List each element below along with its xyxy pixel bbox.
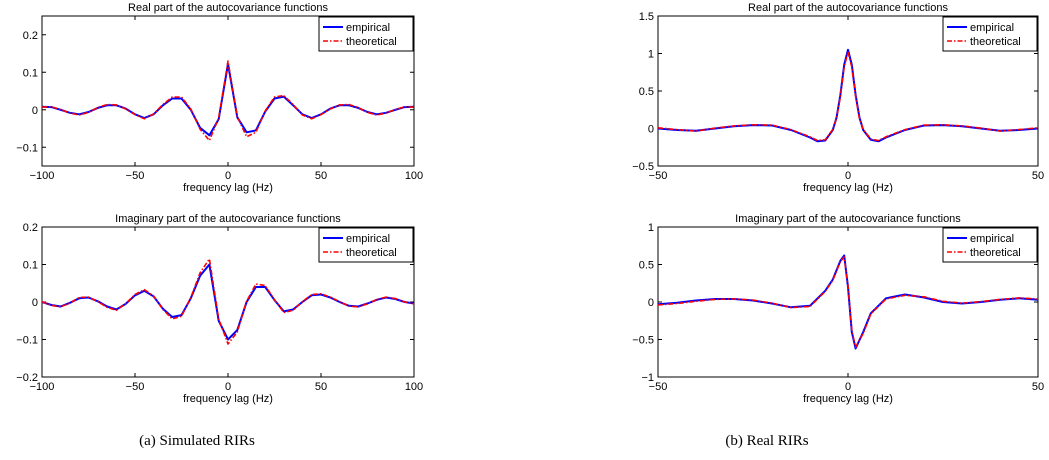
chart4-xlabel: frequency lag (Hz) xyxy=(803,393,893,405)
chart1-ytick-label: 0 xyxy=(32,105,38,117)
chart1-title: Real part of the autocovariance function… xyxy=(128,2,328,14)
chart1-panel: Real part of the autocovariance function… xyxy=(16,2,423,194)
chart3-ytick-label: 0 xyxy=(648,124,654,136)
chart1-xlabel: frequency lag (Hz) xyxy=(183,182,273,194)
chart2-series-theoretical xyxy=(42,258,414,345)
chart3-ytick-label: 1.5 xyxy=(639,11,654,23)
chart4-xtick-label: 50 xyxy=(1032,381,1044,393)
caption-simulated-rirs: (a) Simulated RIRs xyxy=(139,433,255,449)
chart4-ytick-label: 1 xyxy=(648,222,654,234)
chart4-panel: Imaginary part of the autocovariance fun… xyxy=(632,213,1044,405)
chart4-legend-box xyxy=(942,227,1038,263)
chart1-series-theoretical xyxy=(42,60,414,142)
chart2-ytick-label: 0.1 xyxy=(23,260,38,272)
chart1-ytick-label: −0.1 xyxy=(16,142,38,154)
chart3-ytick-label: −0.5 xyxy=(632,161,654,173)
chart3-xtick-label: −50 xyxy=(649,170,668,182)
chart2-ytick-label: −0.1 xyxy=(16,335,38,347)
chart2-xtick-label: −100 xyxy=(30,381,55,393)
chart2-legend-label-empirical: empirical xyxy=(346,233,390,245)
chart1-ytick-label: 0.1 xyxy=(23,67,38,79)
chart2-xlabel: frequency lag (Hz) xyxy=(183,393,273,405)
chart3-ytick-label: 1 xyxy=(648,49,654,61)
chart2-xtick-label: 100 xyxy=(405,381,423,393)
chart2-xtick-label: 50 xyxy=(315,381,327,393)
chart4-title: Imaginary part of the autocovariance fun… xyxy=(735,213,961,225)
chart3-xtick-label: 50 xyxy=(1032,170,1044,182)
chart3-panel: Real part of the autocovariance function… xyxy=(632,2,1044,194)
chart4-ytick-label: −1 xyxy=(641,372,654,384)
chart4-series-theoretical xyxy=(658,256,1038,348)
chart4-xtick-label: −50 xyxy=(649,381,668,393)
chart1-xtick-label: −100 xyxy=(30,170,55,182)
chart4-ytick-label: 0 xyxy=(648,297,654,309)
chart3-xtick-label: 0 xyxy=(845,170,851,182)
chart2-ytick-label: 0 xyxy=(32,297,38,309)
caption-real-rirs: (b) Real RIRs xyxy=(725,433,808,449)
chart2-xtick-label: 0 xyxy=(225,381,231,393)
chart4-legend-label-theoretical: theoretical xyxy=(970,247,1021,259)
chart1-xtick-label: 50 xyxy=(315,170,327,182)
chart3-series-theoretical xyxy=(658,51,1038,142)
chart1-xtick-label: 0 xyxy=(225,170,231,182)
chart2-xtick-label: −50 xyxy=(126,381,145,393)
chart4-ytick-label: 0.5 xyxy=(639,260,654,272)
chart2-panel: Imaginary part of the autocovariance fun… xyxy=(16,213,423,405)
chart3-legend-box xyxy=(942,16,1038,52)
chart2-legend-box xyxy=(318,227,414,263)
chart3-xlabel: frequency lag (Hz) xyxy=(803,182,893,194)
chart1-xtick-label: 100 xyxy=(405,170,423,182)
chart2-legend-label-theoretical: theoretical xyxy=(346,247,397,259)
chart3-legend-label-theoretical: theoretical xyxy=(970,36,1021,48)
chart4-legend-label-empirical: empirical xyxy=(970,233,1014,245)
chart1-ytick-label: 0.2 xyxy=(23,30,38,42)
chart3-title: Real part of the autocovariance function… xyxy=(748,2,948,14)
chart2-ytick-label: −0.2 xyxy=(16,372,38,384)
chart4-xtick-label: 0 xyxy=(845,381,851,393)
chart1-xtick-label: −50 xyxy=(126,170,145,182)
chart1-legend-label-theoretical: theoretical xyxy=(346,36,397,48)
chart3-legend-label-empirical: empirical xyxy=(970,22,1014,34)
chart2-ytick-label: 0.2 xyxy=(23,222,38,234)
chart2-title: Imaginary part of the autocovariance fun… xyxy=(115,213,341,225)
chart3-ytick-label: 0.5 xyxy=(639,86,654,98)
chart4-ytick-label: −0.5 xyxy=(632,335,654,347)
chart1-legend-box xyxy=(318,16,414,52)
chart1-legend-label-empirical: empirical xyxy=(346,22,390,34)
